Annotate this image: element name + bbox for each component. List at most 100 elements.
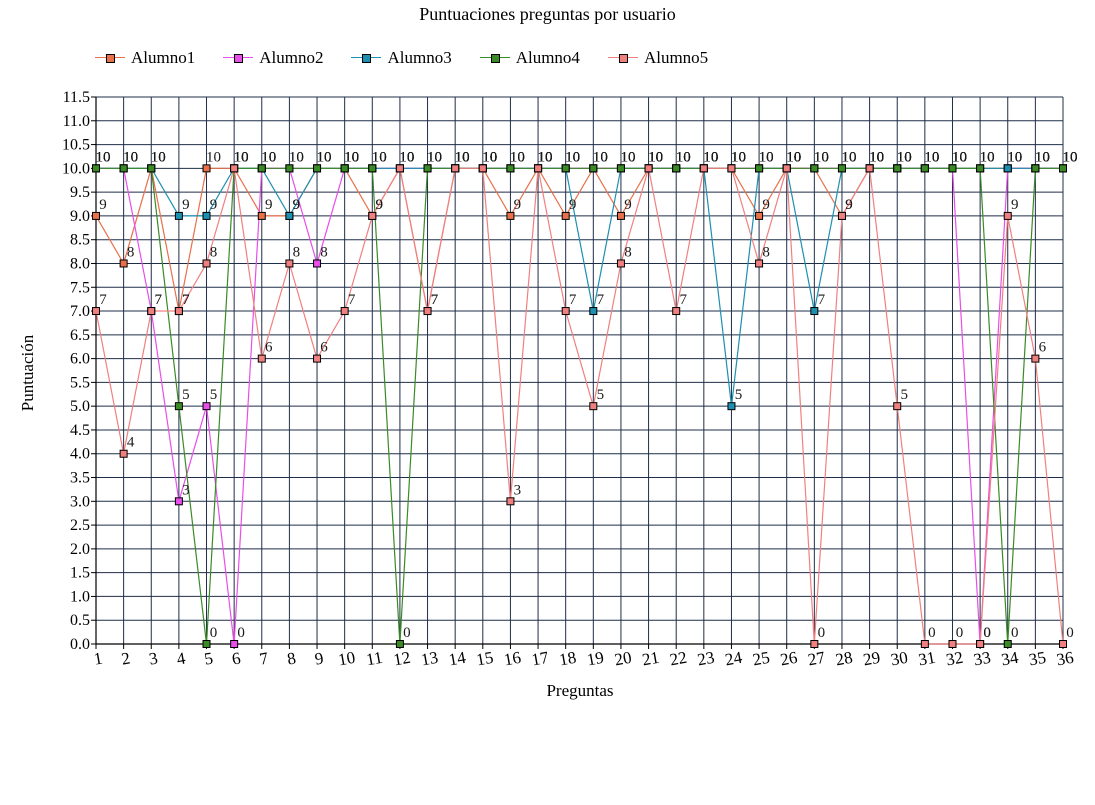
data-point — [285, 259, 294, 268]
y-tick-label: 8.0 — [70, 255, 90, 272]
data-label: 7 — [569, 292, 577, 308]
data-point — [561, 307, 570, 316]
data-point — [174, 307, 183, 316]
data-label: 10 — [648, 149, 663, 165]
data-point — [727, 402, 736, 411]
data-label: 10 — [786, 149, 801, 165]
data-label: 10 — [344, 149, 359, 165]
data-label: 10 — [482, 149, 497, 165]
data-point — [699, 164, 708, 173]
data-point — [1031, 354, 1040, 363]
data-label: 10 — [897, 149, 912, 165]
data-point — [976, 640, 985, 648]
x-tick-label: 14 — [447, 648, 468, 670]
data-point — [92, 211, 100, 220]
data-point — [92, 164, 100, 173]
x-tick-label: 20 — [613, 648, 633, 670]
data-label: 10 — [676, 149, 691, 165]
data-point — [423, 307, 432, 316]
data-label: 10 — [869, 149, 884, 165]
series-line-alumno5 — [95, 166, 1064, 645]
data-label: 10 — [399, 149, 414, 165]
y-tick-label: 4.5 — [70, 422, 90, 439]
y-tick-label: 0.0 — [70, 636, 90, 653]
data-label: 7 — [182, 292, 190, 308]
data-label: 10 — [786, 149, 801, 165]
data-point — [368, 164, 377, 173]
data-label: 10 — [814, 149, 829, 165]
x-tick-label: 22 — [668, 648, 688, 670]
data-label: 0 — [956, 625, 964, 641]
legend-label: Alumno1 — [131, 48, 196, 67]
data-point — [1059, 164, 1067, 173]
y-tick-label: 11.0 — [63, 113, 90, 130]
data-label: 5 — [735, 387, 743, 403]
x-tick-label: 21 — [641, 648, 661, 670]
data-label: 10 — [372, 149, 387, 165]
data-label: 10 — [620, 149, 635, 165]
data-label: 10 — [455, 149, 470, 165]
data-label: 10 — [206, 149, 221, 165]
data-label: 10 — [869, 149, 884, 165]
x-axis-label: Preguntas — [546, 681, 614, 700]
data-label: 10 — [841, 149, 856, 165]
data-label: 10 — [759, 149, 774, 165]
data-label: 3 — [182, 482, 190, 498]
data-point — [230, 164, 239, 173]
y-tick-label: 5.5 — [70, 374, 90, 391]
data-label: 10 — [924, 149, 939, 165]
x-tick-label: 23 — [696, 648, 716, 670]
data-point — [672, 164, 681, 173]
data-label: 10 — [731, 149, 746, 165]
data-label: 10 — [427, 149, 442, 165]
data-label: 10 — [1063, 149, 1078, 165]
data-point — [672, 307, 681, 316]
x-tick-label: 3 — [147, 648, 159, 668]
data-label: 10 — [814, 149, 829, 165]
data-label: 10 — [980, 149, 995, 165]
data-label: 5 — [900, 387, 908, 403]
x-tick-label: 10 — [337, 648, 357, 670]
data-label: 10 — [455, 149, 470, 165]
data-point — [837, 211, 846, 220]
legend-swatch — [351, 51, 382, 65]
data-label: 10 — [344, 149, 359, 165]
data-label: 10 — [482, 149, 497, 165]
y-tick-label: 2.0 — [70, 541, 90, 558]
data-point — [395, 640, 404, 648]
y-tick-label: 9.0 — [70, 208, 90, 225]
data-label: 0 — [1066, 625, 1074, 641]
y-tick-label: 3.0 — [70, 493, 90, 510]
x-tick-label: 27 — [806, 648, 827, 670]
data-label: 10 — [455, 149, 470, 165]
legend-swatch — [95, 51, 125, 65]
legend-label: Alumno2 — [259, 48, 324, 67]
data-point — [174, 402, 183, 411]
data-label: 10 — [1063, 149, 1078, 165]
data-label: 10 — [1035, 149, 1050, 165]
data-point — [285, 211, 294, 220]
data-label: 10 — [952, 149, 967, 165]
data-point — [257, 211, 266, 220]
data-label: 10 — [96, 149, 111, 165]
data-label: 10 — [151, 149, 166, 165]
y-tick-label: 3.5 — [70, 470, 90, 487]
x-tick-label: 16 — [502, 648, 522, 670]
y-tick-label: 4.0 — [70, 446, 90, 463]
data-point — [506, 211, 515, 220]
data-label: 10 — [952, 149, 967, 165]
x-tick-label: 4 — [175, 648, 187, 668]
data-point — [313, 259, 322, 268]
data-label: 10 — [676, 149, 691, 165]
data-point — [313, 354, 322, 363]
data-point — [340, 164, 349, 173]
data-label: 0 — [403, 625, 411, 641]
data-label: 9 — [210, 197, 218, 213]
data-label: 5 — [182, 387, 190, 403]
data-label: 9 — [99, 197, 107, 213]
data-point — [506, 164, 515, 173]
data-label: 0 — [237, 625, 245, 641]
data-label: 10 — [455, 149, 470, 165]
x-tick-label: 6 — [230, 648, 242, 668]
